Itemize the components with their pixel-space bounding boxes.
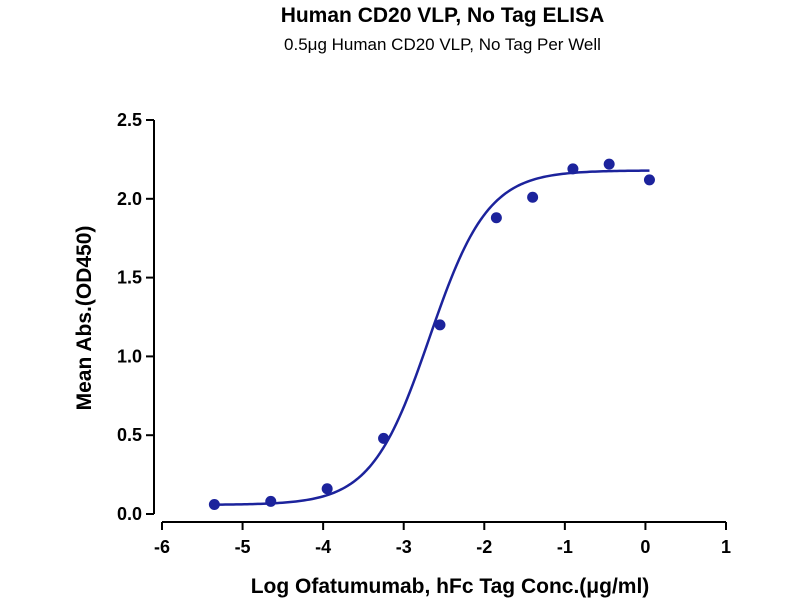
y-tick-label: 2.0	[117, 189, 142, 209]
data-point	[643, 174, 655, 186]
x-tick-label: -1	[557, 537, 573, 557]
y-tick-label: 2.5	[117, 110, 142, 130]
x-tick-label: -4	[315, 537, 331, 557]
x-tick-label: 0	[640, 537, 650, 557]
x-axis-title: Log Ofatumumab, hFc Tag Conc.(μg/ml)	[251, 575, 650, 598]
x-tick-label: -2	[476, 537, 492, 557]
x-tick-label: -6	[154, 537, 170, 557]
x-axis: -6 -5 -4 -3 -2 -1 0 1	[154, 521, 731, 557]
data-point	[603, 158, 615, 170]
data-point	[567, 163, 579, 175]
data-point	[434, 319, 446, 331]
fit-curve	[214, 169, 650, 506]
y-tick-label: 0.5	[117, 425, 142, 445]
y-axis: 0.0 0.5 1.0 1.5 2.0 2.5	[117, 110, 155, 524]
x-tick-label: 1	[721, 537, 731, 557]
x-tick-label: -5	[235, 537, 251, 557]
y-tick-label: 0.0	[117, 504, 142, 524]
data-point	[321, 483, 333, 495]
y-tick-label: 1.0	[117, 346, 142, 366]
data-point	[208, 499, 220, 511]
data-point	[490, 212, 502, 224]
data-point	[527, 191, 539, 203]
plot-area	[208, 158, 655, 511]
x-tick-label: -3	[396, 537, 412, 557]
data-point	[378, 432, 390, 444]
chart-title: Human CD20 VLP, No Tag ELISA	[280, 4, 605, 27]
y-tick-label: 1.5	[117, 268, 142, 288]
data-point	[265, 495, 277, 507]
chart-subtitle: 0.5μg Human CD20 VLP, No Tag Per Well	[284, 35, 601, 54]
y-axis-title: Mean Abs.(OD450)	[73, 226, 96, 411]
